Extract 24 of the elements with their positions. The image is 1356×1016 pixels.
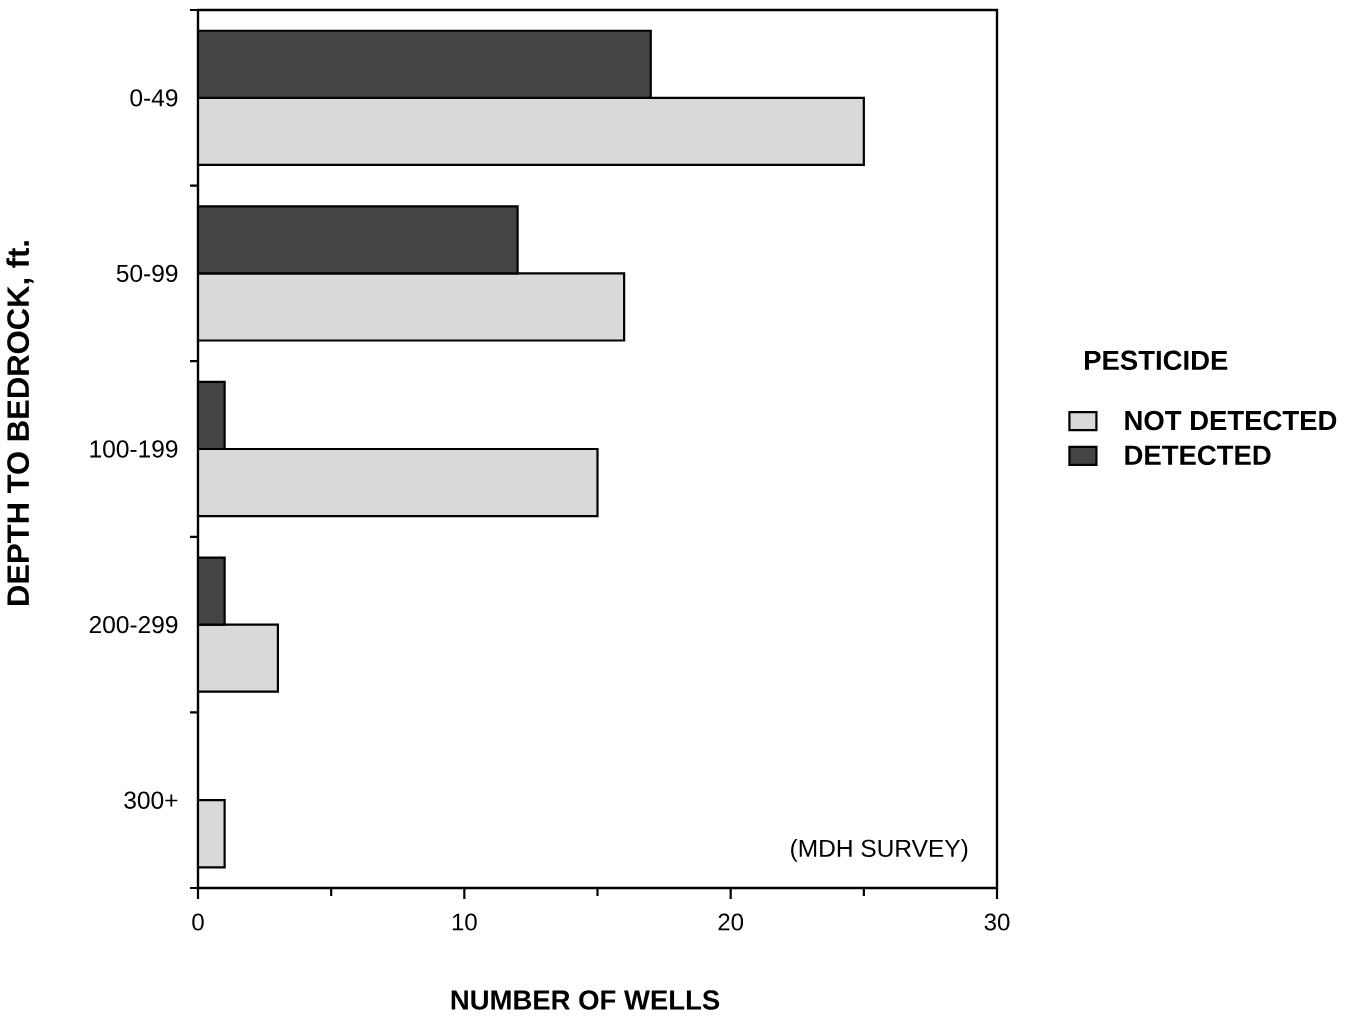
bar [198, 29, 652, 99]
x-tick-label: 30 [984, 913, 1010, 931]
y-tick-label: 0-49 [130, 89, 178, 107]
y-tick-label: 300+ [124, 791, 178, 809]
x-axis-title: NUMBER OF WELLS [451, 990, 720, 1010]
x-tick-label: 0 [192, 913, 204, 931]
y-axis-title: DEPTH TO BEDROCK, ft. [6, 241, 34, 605]
bar [198, 96, 865, 166]
bar [198, 272, 626, 342]
bar [198, 556, 226, 626]
bar [198, 205, 519, 275]
bar [198, 623, 279, 693]
y-tick-label: 100-199 [90, 440, 178, 458]
y-tick-label: 200-299 [89, 615, 178, 634]
legend-label: NOT DETECTED [1125, 410, 1337, 431]
legend-label: DETECTED [1125, 445, 1271, 465]
bar [198, 447, 599, 518]
annotation: (MDH SURVEY) [791, 838, 968, 862]
x-tick-label: 10 [452, 913, 477, 931]
legend-title: PESTICIDE [1085, 350, 1228, 371]
bar [198, 380, 226, 451]
x-tick-label: 20 [718, 913, 744, 931]
bar [198, 799, 226, 869]
y-tick-label: 50-99 [116, 264, 178, 283]
